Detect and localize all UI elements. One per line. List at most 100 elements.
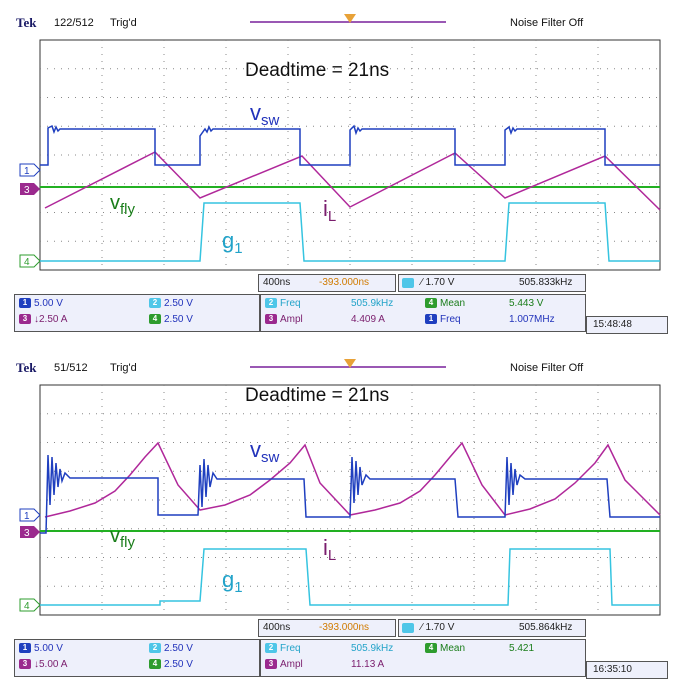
brand-logo: Tek [16, 15, 37, 30]
measurement-3-chip: 3 [265, 314, 277, 325]
acquisition-count: 122/512 [54, 17, 94, 29]
vsw-label-sub: sw [261, 112, 280, 129]
measurement-2: 4 Mean [425, 298, 465, 309]
ch4-marker-label: 4 [24, 257, 30, 268]
ch1-scale-value: 5.00 V [34, 643, 63, 654]
timestamp-box: 15:48:48 [586, 316, 668, 334]
ch1-chip: 1 [19, 643, 31, 654]
il-label-main: i [323, 196, 328, 221]
trigger-readout: ∕ 1.70 V 505.864kHz [398, 619, 586, 637]
ch3-marker-label: 3 [24, 528, 30, 539]
il-label-main: i [323, 535, 328, 560]
g1-label-sub: 1 [234, 579, 243, 596]
measurement-1: 2 Freq [265, 643, 301, 654]
vsw-label-main: v [250, 437, 261, 462]
vsw-label-sub: sw [261, 449, 280, 466]
channel-scales: 1 5.00 V 2 2.50 V 3 ↓2.50 A 4 2.50 V [14, 294, 260, 332]
measurement-1-chip: 2 [265, 298, 277, 309]
ch3-ground-marker [20, 526, 40, 538]
measurement-3-chip: 3 [265, 659, 277, 670]
vfly-label-sub: fly [120, 201, 135, 218]
g1-label-sub: 1 [234, 240, 243, 257]
ch1-ground-marker [19, 508, 41, 522]
trigger-frequency: 505.833kHz [519, 277, 573, 288]
channel-markers: 1 3 4 [19, 508, 41, 612]
ch3-scale: 3 ↓2.50 A [19, 314, 67, 325]
ch2-scale: 2 2.50 V [149, 643, 193, 654]
ch4-scale: 4 2.50 V [149, 314, 193, 325]
trigger-channel-chip [402, 278, 414, 288]
timestamp: 16:35:10 [593, 664, 632, 675]
measurement-1-label: Freq [280, 643, 301, 654]
ch1-marker-label: 1 [24, 166, 30, 177]
ch2-scale-value: 2.50 V [164, 643, 193, 654]
ch3-scale-value: ↓5.00 A [34, 659, 68, 670]
timebase-scale: 400ns [263, 622, 291, 633]
ch2-chip: 2 [149, 643, 161, 654]
measurements: 2 Freq 505.9kHz 4 Mean 5.443 V 3 Ampl 4.409… [260, 294, 586, 332]
measurement-4-value: 1.007MHz [509, 314, 555, 325]
g1-label-main: g [222, 567, 235, 592]
vsw-label: vsw [250, 100, 280, 129]
ch3-scale-value: ↓2.50 A [34, 314, 68, 325]
trigger-readout: ∕ 1.70 V 505.833kHz [398, 274, 586, 292]
channel-markers: 1 3 4 [19, 163, 41, 268]
trigger-position: -393.000ns [319, 622, 370, 633]
vfly-label: vfly [110, 525, 135, 551]
trigger-position: -393.000ns [319, 277, 370, 288]
timebase-readout: 400ns -393.000ns [258, 274, 396, 292]
measurement-1-value: 505.9kHz [351, 298, 394, 309]
measurements: 2 Freq 505.9kHz 4 Mean 5.421 3 Ampl 11.13 A [260, 639, 586, 677]
scope-header: Tek 51/512 Trig'd Noise Filter Off [0, 345, 684, 385]
measurement-2-chip: 4 [425, 298, 437, 309]
measurement-1-value: 505.9kHz [351, 643, 394, 654]
brand-logo: Tek [16, 360, 37, 375]
ch3-chip: 3 [19, 659, 31, 670]
scope-header: Tek 122/512 Trig'd Noise Filter Off [0, 0, 684, 40]
vsw-label: vsw [250, 437, 280, 466]
measurement-2-label: Mean [440, 298, 466, 309]
measurement-1-label: Freq [280, 298, 301, 309]
ch4-scale: 4 2.50 V [149, 659, 193, 670]
ch1-scale-value: 5.00 V [34, 298, 63, 309]
measurement-1-chip: 2 [265, 643, 277, 654]
vfly-label-main: v [110, 525, 120, 547]
measurement-3-label: Ampl [280, 314, 303, 325]
ch4-ground-marker [19, 598, 41, 612]
trigger-state: Trig'd [110, 17, 137, 29]
ch4-scale-value: 2.50 V [164, 659, 193, 670]
acquisition-count: 51/512 [54, 362, 88, 374]
chart-title: Deadtime = 21ns [245, 385, 390, 406]
measurement-1: 2 Freq [265, 298, 301, 309]
channel-scales: 1 5.00 V 2 2.50 V 3 ↓5.00 A 4 2.50 V [14, 639, 260, 677]
timestamp: 15:48:48 [593, 319, 632, 330]
ch2-scale-value: 2.50 V [164, 298, 193, 309]
timestamp-box: 16:35:10 [586, 661, 668, 679]
il-label: iL [323, 535, 337, 564]
timebase-scale: 400ns [263, 277, 291, 288]
measurement-3-value: 4.409 A [351, 314, 385, 325]
ch4-scale-value: 2.50 V [164, 314, 193, 325]
noise-filter-status: Noise Filter Off [510, 362, 584, 374]
il-label-sub: L [327, 547, 337, 564]
ch1-ground-marker [19, 163, 41, 177]
trigger-level: ∕ 1.70 V [421, 277, 455, 288]
trigger-level: ∕ 1.70 V [421, 622, 455, 633]
vfly-label-sub: fly [120, 534, 135, 551]
measurement-4-label: Freq [440, 314, 461, 325]
waveform-plot-top: 1 3 4 [19, 39, 661, 271]
measurement-3-label: Ampl [280, 659, 303, 670]
ch4-marker-label: 4 [24, 601, 30, 612]
ch4-ground-marker [19, 254, 41, 268]
g1-label: g1 [222, 567, 243, 596]
il-trace [44, 151, 661, 211]
il-label-sub: L [327, 208, 337, 225]
measurement-3: 3 Ampl [265, 314, 303, 325]
vsw-label-main: v [250, 100, 261, 125]
ch4-chip: 4 [149, 314, 161, 325]
measurement-2-chip: 4 [425, 643, 437, 654]
g1-label: g1 [222, 228, 243, 257]
g1-trace [40, 202, 660, 262]
ch4-chip: 4 [149, 659, 161, 670]
trigger-marker-icon [344, 359, 356, 368]
